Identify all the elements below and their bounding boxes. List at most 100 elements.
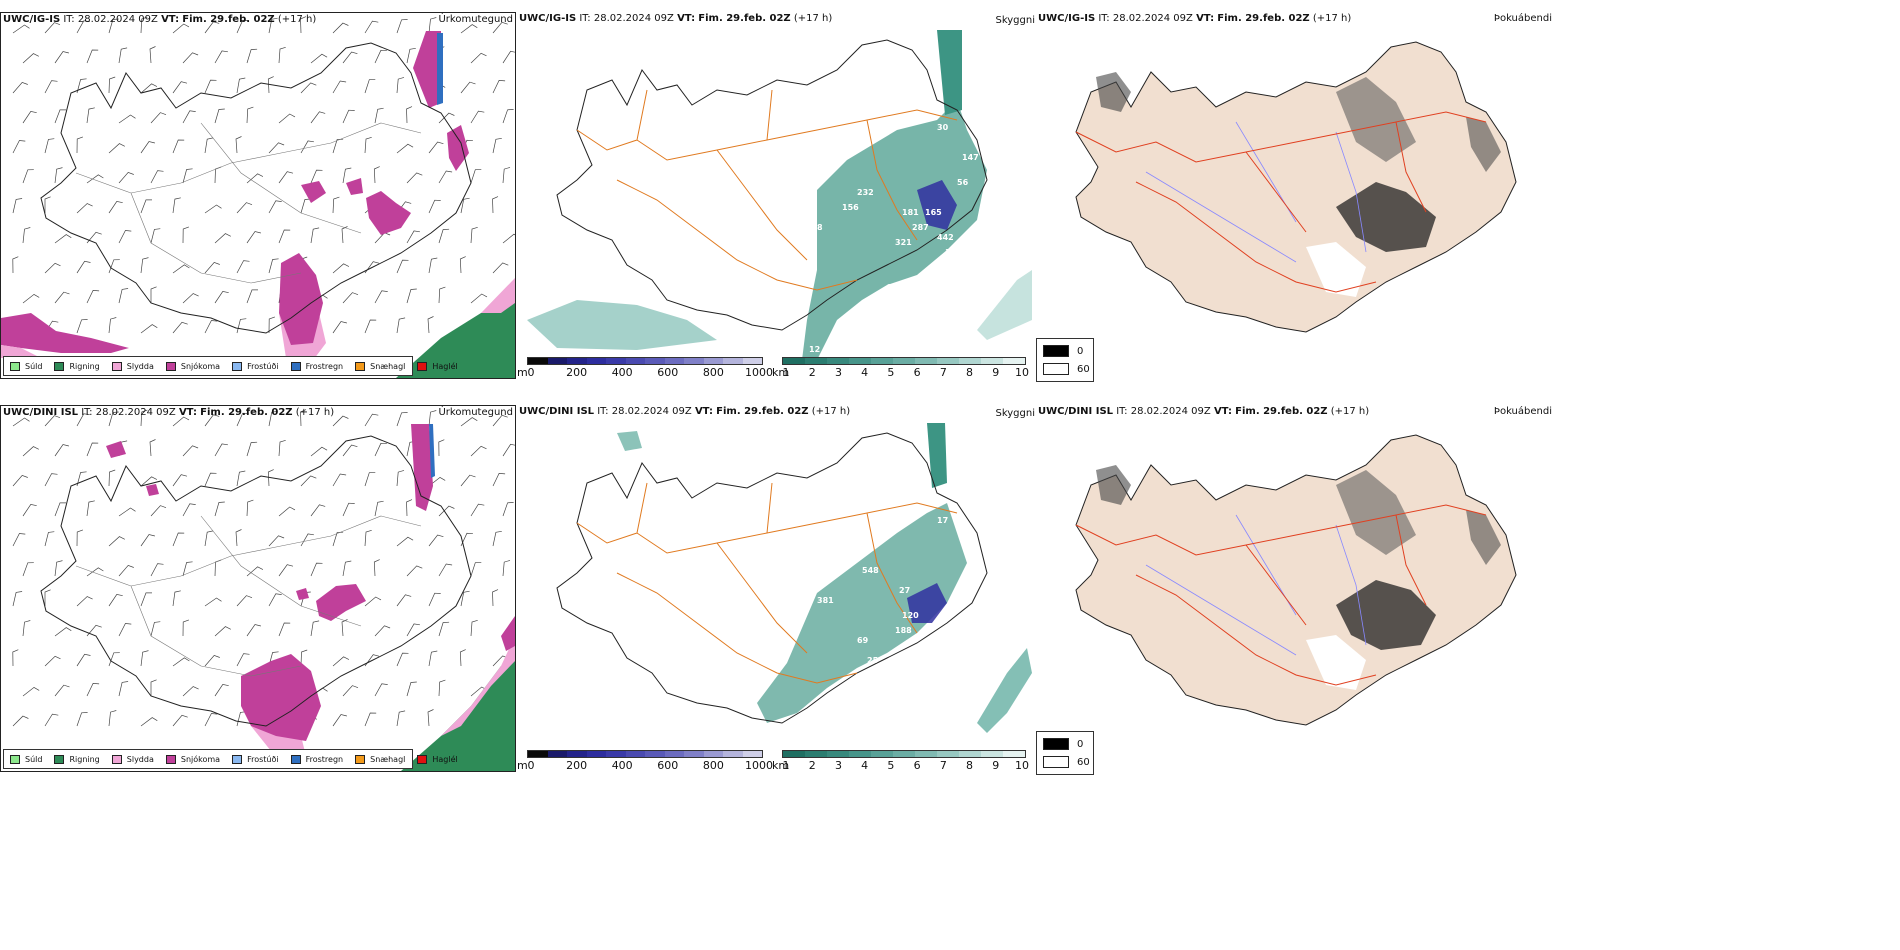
colorbar-segment [606, 358, 626, 364]
wind-barb [54, 167, 63, 184]
roads-layer [75, 122, 422, 284]
wind-barb [22, 227, 31, 244]
wind-barb [492, 530, 502, 547]
colorbar-tick: 800 [702, 366, 724, 379]
wind-barb [236, 260, 250, 274]
legend-item: Snjókoma [165, 754, 220, 764]
field-name: Úrkomutegund [438, 407, 513, 418]
wind-barb [268, 200, 282, 214]
wind-barb [118, 114, 136, 124]
legend-item: Frostregn [290, 361, 343, 371]
colorbar-tick: 1 [782, 759, 790, 772]
ceiling-value-label: 30 [937, 123, 949, 132]
wind-barb [22, 446, 39, 457]
colorbar-segment [625, 358, 645, 364]
wind-barb [428, 17, 437, 34]
wind-barb [12, 198, 23, 214]
fog-dark-east [1336, 580, 1436, 650]
wind-barb [214, 501, 225, 517]
wind-barb [268, 410, 278, 427]
ceiling-value-label: 25 [887, 283, 899, 292]
wind-barb [341, 226, 348, 244]
wind-barb [54, 291, 70, 304]
legend-label: Frostúði [247, 361, 279, 371]
colorbar-tick: 4 [861, 366, 869, 379]
colorbar-segment [742, 358, 762, 364]
wind-barb [22, 169, 34, 184]
wind-barb [492, 473, 506, 487]
legend-item: Snæhagl [355, 754, 405, 764]
wind-barb [438, 286, 446, 304]
wind-barb [406, 681, 417, 697]
ceiling-value-label: 381 [817, 596, 834, 605]
wind-barb [332, 531, 344, 547]
colorbar-tick: 6 [913, 759, 921, 772]
colorbar-segment [664, 751, 684, 757]
legend-swatch [54, 754, 65, 764]
wind-barb [236, 318, 247, 334]
wind-barb [118, 564, 134, 577]
ceiling-value-label: 12 [809, 345, 820, 354]
wind-barb [76, 260, 91, 274]
cloud-area-se [977, 270, 1032, 340]
wind-barb [204, 713, 218, 727]
colorbar-segment [742, 751, 762, 757]
colorbar-segment [959, 358, 981, 364]
legend-item: Frostúði [232, 361, 279, 371]
wind-barb [54, 444, 69, 457]
colorbar-tick: 7 [939, 366, 947, 379]
colorbar-segment [783, 751, 805, 757]
wind-barb [236, 653, 250, 667]
ceiling-value-label: 156 [842, 203, 859, 212]
wind-barb [278, 113, 296, 124]
colorbar-segment [547, 358, 567, 364]
wind-barb [278, 439, 286, 457]
wind-barb [86, 624, 102, 637]
ceiling-value-label: 25 [867, 656, 879, 665]
map-visibility-dini: 209 17 548 381 27 120 188 69 25 [556, 423, 1032, 733]
wind-barb [492, 414, 508, 427]
wind-barb [342, 502, 355, 517]
wind-barb [214, 166, 222, 184]
colorbar-segment [586, 751, 606, 757]
wind-barb [150, 112, 167, 124]
wind-barb [140, 257, 149, 274]
wind-barb [332, 196, 340, 214]
low-ceiling-east [907, 583, 947, 623]
wind-barb [86, 683, 100, 697]
map-precip-type-dini [12, 409, 515, 771]
wind-barb [428, 199, 441, 214]
wind-barb [12, 649, 19, 667]
wind-barb [86, 290, 100, 304]
colorbar-tick: 400 [611, 366, 633, 379]
colorbar-tick: 200 [566, 366, 588, 379]
ceiling-value-label: 548 [862, 566, 879, 575]
colorbar-segment [871, 751, 893, 757]
wind-barb [182, 52, 199, 64]
wind-barb [374, 683, 388, 697]
colorbar-segment [849, 751, 871, 757]
fog-dark-east [1336, 182, 1436, 252]
wind-barb [396, 19, 408, 34]
wind-barb [54, 684, 70, 697]
colorbar-segment [684, 358, 704, 364]
wind-barb [342, 51, 358, 64]
wind-barb [364, 413, 379, 427]
wind-barb [364, 596, 382, 607]
wind-barb [502, 50, 515, 64]
colorbar-tick: 9 [992, 759, 1000, 772]
wind-barb [118, 171, 134, 184]
wind-barb [214, 626, 231, 637]
wind-barb [182, 503, 196, 517]
ceiling-value-label: 27 [899, 586, 910, 595]
wind-barb [44, 22, 61, 34]
wind-barb [470, 226, 478, 244]
legend-item: Frostregn [290, 754, 343, 764]
cloud-area-nw [617, 431, 642, 451]
wind-barb [172, 657, 190, 667]
wind-barb [44, 713, 59, 727]
panel-title: UWC/IG-IS IT: 28.02.2024 09Z VT: Fim. 29… [3, 14, 317, 25]
snow-area-s [279, 253, 323, 345]
legend-item: Súld [10, 754, 42, 764]
wind-barb [236, 470, 246, 487]
